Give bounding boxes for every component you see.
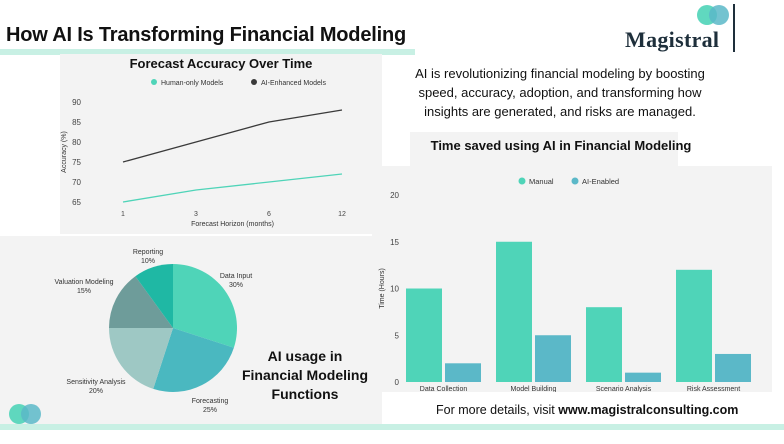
bar-scenario-analysis-manual [586,307,622,382]
x-tick-label: Model Building [511,386,557,392]
pie-label: Data Input [220,273,252,280]
bar-chart-title: Time saved using AI in Financial Modelin… [430,138,692,153]
line-chart-title: Forecast Accuracy Over Time [129,56,313,71]
x-tick-label: 6 [267,211,271,218]
pie-slice-sensitivity-analysis [109,328,173,389]
pie-label: Reporting [133,249,163,256]
y-tick-label: 0 [395,378,400,387]
x-tick-label: 12 [338,211,346,218]
pie-pct-label: 15% [77,288,91,295]
pie-pct-label: 25% [203,407,217,414]
title-underline [0,49,415,55]
legend-marker-1 [251,79,257,85]
footer-text: For more details, visit www.magistralcon… [436,403,738,417]
x-tick-label: 1 [121,211,125,218]
series-line-0 [122,173,343,203]
y-tick-label: 5 [395,331,400,340]
pie-chart: Data Input 30% Forecasting 25% Sensitivity A… [54,249,252,414]
y-tick-label: 10 [390,285,399,294]
legend-marker-ai-enabled [571,177,579,185]
y-tick-label: 90 [72,98,81,107]
pie-label: Sensitivity Analysis [66,379,126,386]
pie-label: Forecasting [192,398,229,405]
pie-slice-data-input [173,264,237,348]
pie-pct-label: 10% [141,258,155,265]
bar-scenario-analysis-ai-enabled [625,372,661,382]
x-tick-label: 3 [194,211,198,218]
line-chart-panel [60,54,382,234]
logo-mark-icon [697,5,729,25]
bar-model-building-manual [496,241,532,382]
logo-divider [733,4,735,52]
y-tick-label: 75 [72,158,81,167]
y-tick-label: 80 [72,138,81,147]
line-chart: Human-only Models AI-Enhanced Models 65 70 7… [61,79,346,228]
bar-data-collection-ai-enabled [445,363,481,382]
legend-label-ai-enabled: AI-Enabled [582,177,619,186]
y-tick-label: 15 [390,238,399,247]
pie-slice-forecasting [153,328,234,392]
y-tick-label: 20 [390,191,399,200]
pie-slice-valuation-modeling [109,276,173,328]
y-axis-label: Accuracy (%) [61,131,68,173]
x-tick-label: Risk Assessment [687,386,740,392]
legend-label-1: AI-Enhanced Models [261,80,326,87]
pie-pct-label: 30% [229,282,243,289]
x-axis-label: Forecast Horizon (months) [191,221,274,228]
x-tick-label: Scenario Analysis [596,386,652,392]
y-tick-label: 65 [72,198,81,207]
logo-text: Magistral [625,27,720,52]
pie-chart-heading: AI usage in Financial Modeling Functions [241,348,368,402]
y-axis-label: Time (Hours) [379,268,386,309]
y-tick-label: 85 [72,118,81,127]
bottom-band [0,424,784,430]
bar-data-collection-manual [406,288,442,382]
legend-marker-0 [151,79,157,85]
footer-prefix: For more details, visit [436,403,559,417]
legend-label-manual: Manual [529,177,554,186]
footer-logo-icon [9,404,41,424]
bar-risk-assessment-ai-enabled [715,353,751,382]
legend-marker-manual [518,177,526,185]
series-line-1 [122,109,343,163]
page-title: How AI Is Transforming Financial Modelin… [6,24,406,46]
x-tick-label: Data Collection [420,386,468,392]
pie-pct-label: 20% [89,388,103,395]
intro-paragraph: AI is revolutionizing financial modeling… [415,66,705,119]
pie-slice-reporting [135,264,173,328]
legend-label-0: Human-only Models [161,80,224,87]
bar-chart: Manual AI-Enabled 0 5 10 15 20 Time (Hours) Data… [379,177,751,392]
y-tick-label: 70 [72,178,81,187]
bar-chart-title-panel [410,132,678,166]
pie-label: Valuation Modeling [54,279,113,286]
bar-model-building-ai-enabled [535,335,571,382]
bar-risk-assessment-manual [676,269,712,382]
footer-link[interactable]: www.magistralconsulting.com [558,403,739,417]
